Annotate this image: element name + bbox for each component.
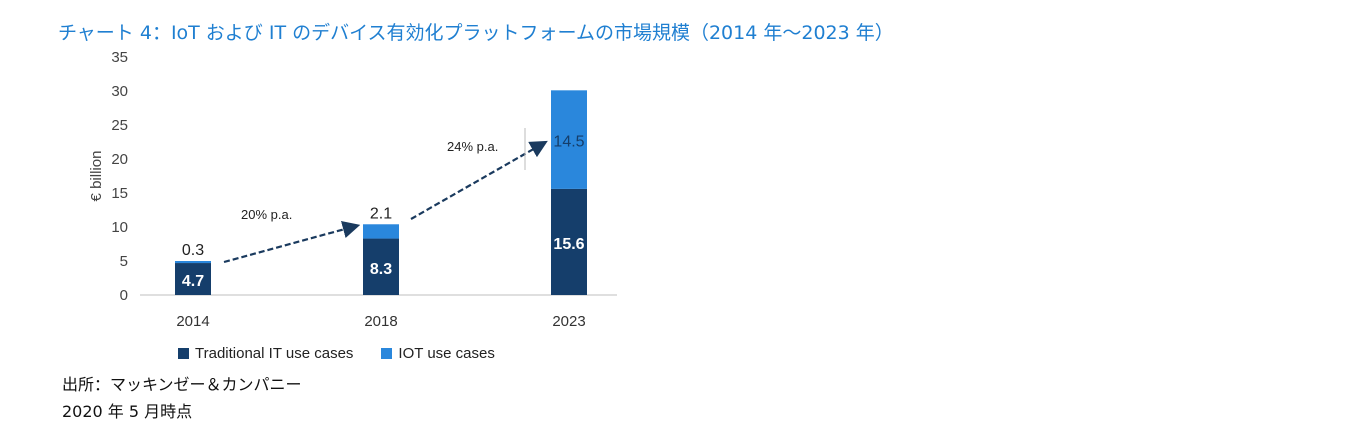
x-tick-label-2014: 2014 <box>176 313 209 330</box>
data-label-iot-2018: 2.1 <box>370 205 392 222</box>
y-tick-label-5: 5 <box>120 253 128 270</box>
bar-iot-2023 <box>551 90 587 189</box>
y-tick-label-20: 20 <box>111 151 128 168</box>
data-label-traditional-2018: 8.3 <box>370 261 392 278</box>
data-label-iot-2014: 0.3 <box>182 242 204 259</box>
source-note: 出所：マッキンゼー＆カンパニー <box>62 375 302 394</box>
x-tick-label-2023: 2023 <box>552 313 585 330</box>
chart-title: チャート 4：IoT および IT のデバイス有効化プラットフォームの市場規模（… <box>58 22 894 44</box>
growth-arrow-2 <box>410 140 548 220</box>
data-label-iot-2023: 14.5 <box>553 134 584 151</box>
bar-traditional-2014 <box>175 263 211 295</box>
growth-label-1: 20% p.a. <box>241 207 292 222</box>
data-label-traditional-2023: 15.6 <box>553 236 584 253</box>
growth-arrow-1 <box>223 220 361 264</box>
legend-label-iot: IOT use cases <box>398 345 495 362</box>
y-axis-label: € billion <box>88 151 105 202</box>
y-tick-label-30: 30 <box>111 83 128 100</box>
bar-iot-2014 <box>175 261 211 264</box>
y-tick-label-15: 15 <box>111 185 128 202</box>
legend-swatch-traditional <box>178 348 189 359</box>
legend-label-traditional: Traditional IT use cases <box>195 345 354 362</box>
y-tick-label-0: 0 <box>120 287 128 304</box>
y-tick-label-35: 35 <box>111 49 128 66</box>
legend: Traditional IT use cases IOT use cases <box>178 345 523 362</box>
legend-swatch-iot <box>381 348 393 359</box>
legend-item-iot: IOT use cases <box>381 345 495 362</box>
as-of-note: 2020 年 5 月時点 <box>62 402 193 421</box>
legend-item-traditional: Traditional IT use cases <box>178 345 353 362</box>
x-tick-label-2018: 2018 <box>364 313 397 330</box>
bar-iot-2018 <box>363 224 399 239</box>
growth-label-2: 24% p.a. <box>447 139 498 154</box>
bar-traditional-2018 <box>363 238 399 295</box>
y-tick-label-10: 10 <box>111 219 128 236</box>
bar-traditional-2023 <box>551 188 587 295</box>
y-tick-label-25: 25 <box>111 117 128 134</box>
data-label-traditional-2014: 4.7 <box>182 273 204 290</box>
